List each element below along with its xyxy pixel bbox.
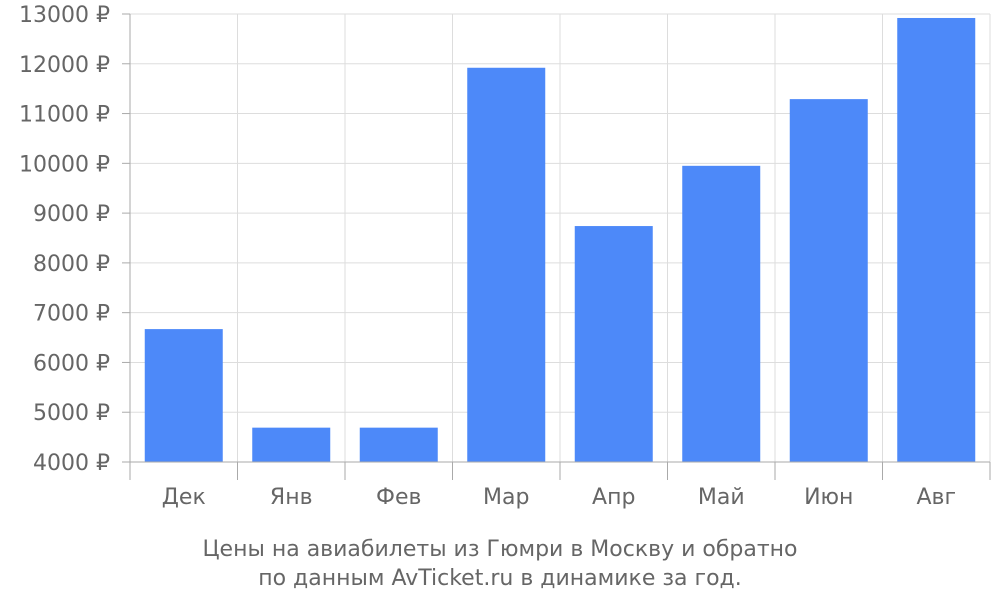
x-tick-label: Фев [376,485,421,510]
y-tick-label: 12000 ₽ [19,53,110,78]
y-tick-label: 6000 ₽ [33,351,110,376]
bars-layer [144,17,976,463]
bar-7 [789,99,868,463]
y-tick-label: 7000 ₽ [33,302,110,327]
bar-1 [144,329,223,462]
bar-3 [359,427,438,462]
bar-5 [574,226,653,462]
axis-layer [122,13,991,480]
y-tick-label: 5000 ₽ [33,401,110,426]
y-tick-label: 13000 ₽ [19,3,110,28]
y-tick-label: 11000 ₽ [19,103,110,128]
x-tick-label: Дек [162,485,206,510]
bar-4 [467,67,546,462]
y-tick-label: 4000 ₽ [33,451,110,476]
x-tick-label: Янв [270,485,313,510]
bar-6 [682,165,761,463]
x-tick-labels: Дек Янв Фев Мар Апр Май Июн Авг [162,485,956,510]
x-tick-label: Май [698,485,745,510]
x-tick-label: Авг [916,485,956,510]
y-tick-label: 8000 ₽ [33,252,110,277]
x-tick-label: Апр [592,485,635,510]
y-tick-label: 10000 ₽ [19,152,110,177]
y-tick-label: 9000 ₽ [33,202,110,227]
x-tick-label: Мар [483,485,529,510]
x-tick-label: Июн [804,485,853,510]
chart-caption-line-1: Цены на авиабилеты из Гюмри в Москву и о… [202,537,797,562]
y-tick-labels: 4000 ₽ 5000 ₽ 6000 ₽ 7000 ₽ 8000 ₽ 9000 ₽ 1000… [19,3,110,476]
bar-8 [897,17,976,463]
bar-2 [252,427,331,462]
chart-caption-line-2: по данным AvTicket.ru в динамике за год. [258,566,742,591]
